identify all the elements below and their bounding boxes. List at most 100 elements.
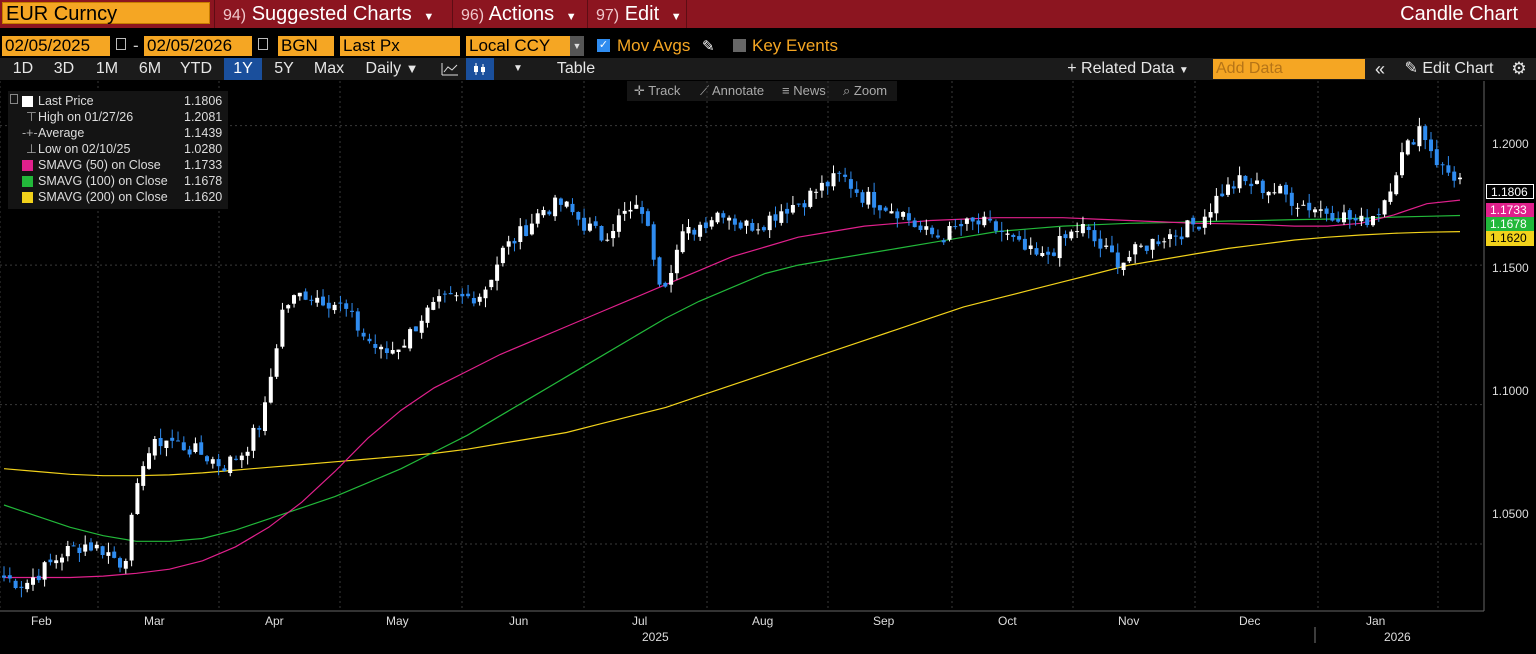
candle-body (158, 438, 163, 447)
gear-icon[interactable]: ⚙ (1511, 59, 1527, 78)
candle-body (825, 181, 830, 187)
candle-body (123, 561, 128, 569)
candle-chart-icon[interactable] (466, 58, 494, 80)
candle-body (947, 226, 952, 240)
candle-body (390, 350, 395, 354)
candle-body (1295, 207, 1300, 209)
period-5y[interactable]: 5Y (274, 60, 294, 77)
candle-body (993, 221, 998, 231)
candle-body (808, 190, 813, 207)
candle-body (118, 558, 122, 568)
candle-body (48, 559, 53, 563)
table-button[interactable]: Table (556, 60, 596, 77)
period-1m[interactable]: 1M (95, 60, 119, 77)
candle-body (1156, 241, 1161, 245)
x-tick-label: Jun (509, 614, 529, 628)
menu-suggested-charts[interactable]: 94) Suggested Charts ▼ (214, 0, 442, 28)
period-3d[interactable]: 3D (53, 60, 75, 77)
candle-body (796, 203, 801, 205)
key-events-checkbox[interactable] (733, 39, 746, 52)
related-data-menu[interactable]: + Related Data ▼ (1056, 58, 1200, 80)
calendar-icon[interactable] (116, 38, 126, 50)
candle-body (1411, 142, 1416, 145)
annotate-tool[interactable]: ⟋ Annotate (700, 81, 764, 101)
year-label: 2025 (642, 630, 669, 644)
legend-collapse-icon[interactable] (10, 94, 18, 104)
candle-body (727, 217, 732, 221)
candle-body (935, 235, 940, 238)
start-date-input[interactable]: 02/05/2025 (2, 36, 110, 56)
x-tick-label: Oct (998, 614, 1017, 628)
track-tool[interactable]: ✛ Track (634, 81, 680, 101)
menu-actions[interactable]: 96) Actions ▼ (452, 0, 585, 28)
menu-edit[interactable]: 97) Edit ▼ (587, 0, 690, 28)
frequency-select[interactable]: Daily ▼ (356, 58, 428, 80)
candle-body (593, 221, 598, 226)
ticker-input[interactable]: EUR Curncy (2, 2, 210, 25)
candle-body (1214, 195, 1219, 214)
period-ytd[interactable]: YTD (180, 60, 212, 77)
news-tool[interactable]: ≡ News (782, 81, 826, 101)
related-data-label: Related Data (1081, 60, 1175, 77)
line-chart-icon[interactable] (436, 58, 464, 80)
legend-row-low: ⊥ Low on 02/10/25 1.0280 (22, 141, 227, 157)
sma100-line (3, 214, 1461, 542)
collapse-icon[interactable]: « (1374, 59, 1385, 79)
candle-body (1057, 236, 1062, 259)
candle-body (297, 292, 302, 297)
candle-body (152, 439, 157, 456)
candle-body (738, 222, 743, 229)
candle-body (1301, 204, 1306, 206)
candle-body (941, 240, 946, 243)
source-field[interactable]: BGN (278, 36, 334, 56)
calendar-icon[interactable] (258, 38, 268, 50)
chart-style-dropdown[interactable]: ▼ (513, 63, 523, 74)
candle-body (541, 210, 546, 216)
price-chart[interactable] (0, 81, 1536, 654)
edit-chart-button[interactable]: ✎ Edit Chart (1396, 58, 1502, 80)
mov-avgs-checkbox[interactable]: ✓ (597, 39, 610, 52)
frequency-label: Daily (365, 60, 402, 77)
legend-row-average: -+- Average 1.1439 (22, 125, 227, 141)
candle-body (442, 293, 447, 295)
chevron-down-icon[interactable]: ▼ (570, 36, 584, 56)
candle-body (1376, 214, 1381, 216)
candle-body (71, 545, 76, 547)
menu-label: Edit (624, 3, 660, 25)
candle-body (210, 459, 215, 464)
legend-label: Low on 02/10/25 (38, 142, 131, 156)
candle-body (1191, 217, 1196, 225)
candle-body (982, 216, 987, 226)
candle-body (402, 345, 407, 348)
annotate-icon: ⟋ (700, 83, 710, 98)
add-data-input[interactable] (1213, 59, 1365, 79)
end-date-input[interactable]: 02/05/2026 (144, 36, 252, 56)
x-tick-label: Mar (144, 614, 165, 628)
candle-body (587, 223, 592, 231)
candle-body (959, 224, 964, 227)
candle-body (164, 440, 169, 448)
period-1d[interactable]: 1D (12, 60, 34, 77)
currency-select[interactable]: Local CCY (466, 36, 570, 56)
candle-body (373, 344, 378, 348)
candle-body (42, 562, 47, 580)
candle-body (901, 212, 906, 217)
period-6m[interactable]: 6M (138, 60, 162, 77)
candle-body (251, 427, 256, 451)
caret-down-icon: ▼ (1178, 65, 1189, 76)
candle-body (495, 264, 500, 281)
chart-grid (0, 81, 1484, 611)
candle-body (1017, 236, 1022, 240)
candle-body (205, 456, 209, 462)
candle-body (611, 231, 616, 239)
candle-body (831, 173, 836, 187)
x-tick-label: Jul (632, 614, 648, 628)
candle-body (141, 466, 146, 486)
candle-body (605, 239, 610, 241)
period-1y[interactable]: 1Y (224, 58, 262, 80)
period-max[interactable]: Max (313, 60, 345, 77)
zoom-tool[interactable]: ⌕ Zoom (843, 81, 887, 101)
pencil-icon[interactable]: ✎ (702, 38, 715, 55)
sma50-tag: 1.1733 (1486, 203, 1534, 218)
price-field-select[interactable]: Last Px (340, 36, 460, 56)
